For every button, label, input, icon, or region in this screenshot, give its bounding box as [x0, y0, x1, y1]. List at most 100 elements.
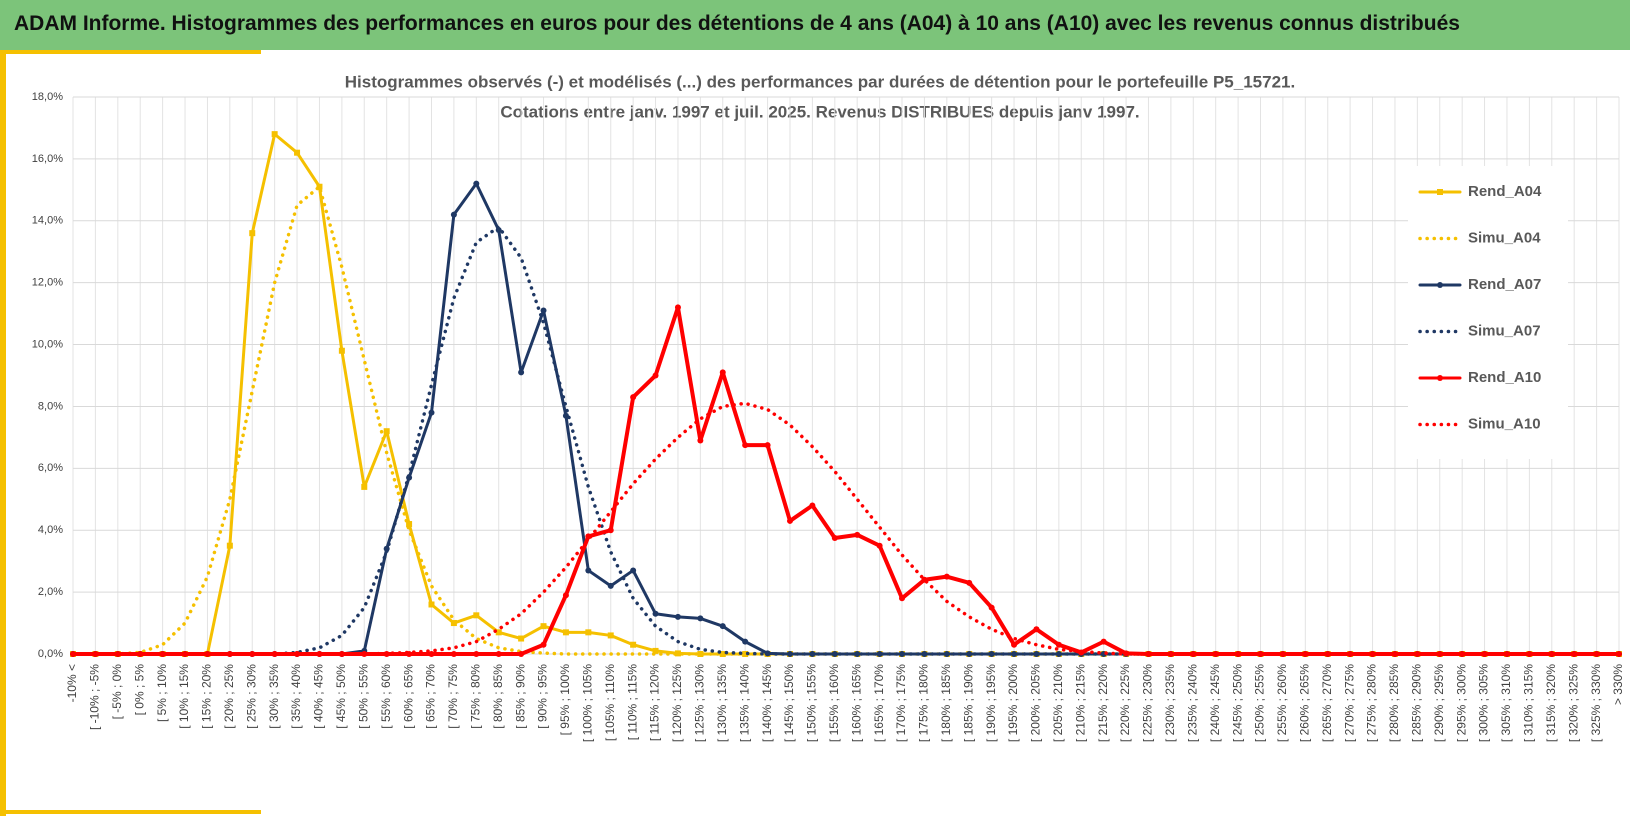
y-tick-label: 6,0% [38, 462, 63, 474]
marker [630, 641, 637, 648]
marker [406, 521, 413, 528]
legend-marker [1437, 282, 1443, 288]
y-tick-label: 4,0% [38, 524, 63, 536]
x-tick-label: [ 255% ; 260% [1275, 664, 1289, 742]
marker [540, 623, 547, 630]
marker [652, 647, 659, 654]
x-tick-label: [ 260% ; 265% [1297, 664, 1311, 742]
x-tick-label: [ 95% ; 100% [558, 664, 572, 736]
x-tick-label: [ 275% ; 280% [1365, 664, 1379, 742]
x-tick-label: [ 320% ; 325% [1566, 664, 1580, 742]
marker [1235, 651, 1242, 657]
legend-label: Simu_A10 [1468, 415, 1541, 432]
series-line [71, 225, 1621, 656]
x-tick-label: [ 225% ; 230% [1141, 664, 1155, 742]
marker [1100, 638, 1107, 645]
x-tick-label: [ 10% ; 15% [177, 664, 191, 729]
frame-accent [0, 50, 6, 816]
marker [742, 442, 749, 449]
marker [271, 131, 278, 138]
x-tick-label: [ 240% ; 245% [1208, 664, 1222, 742]
marker [518, 635, 525, 642]
marker [1011, 641, 1018, 648]
x-tick-label: [ 295% ; 300% [1454, 664, 1468, 742]
x-tick-label: [ 300% ; 305% [1477, 664, 1491, 742]
x-tick-label: [ 60% ; 65% [401, 664, 415, 729]
marker [495, 651, 502, 657]
marker [607, 527, 614, 534]
marker [674, 650, 681, 657]
marker [630, 394, 637, 401]
legend-marker [1437, 189, 1443, 195]
x-tick-label: [ 280% ; 285% [1387, 664, 1401, 742]
marker [540, 307, 547, 314]
marker [943, 573, 950, 580]
marker [428, 601, 435, 608]
x-tick-label: [ 0% ; 5% [132, 664, 146, 716]
x-tick-label: [ 140% ; 145% [760, 664, 774, 742]
marker [876, 542, 883, 549]
x-tick-label: [ 165% ; 170% [872, 664, 886, 742]
x-tick-label: [ 230% ; 235% [1163, 664, 1177, 742]
marker [899, 595, 906, 602]
x-tick-label: [ 150% ; 155% [805, 664, 819, 742]
x-tick-label: [ 160% ; 165% [849, 664, 863, 742]
marker [742, 638, 749, 645]
x-tick-label: [ 325% ; 330% [1589, 664, 1603, 742]
marker [294, 651, 301, 657]
x-tick-label: [ 270% ; 275% [1342, 664, 1356, 742]
x-tick-label: [ 85% ; 90% [513, 664, 527, 729]
marker [495, 629, 502, 636]
marker [831, 534, 838, 541]
x-tick-label: [ 135% ; 140% [737, 664, 751, 742]
marker [294, 149, 301, 156]
banner: ADAM Informe. Histogrammes des performan… [0, 0, 1630, 50]
x-tick-label: [ 110% ; 115% [625, 664, 639, 741]
marker [226, 542, 233, 549]
legend-label: Simu_A07 [1468, 322, 1541, 339]
marker [674, 304, 681, 311]
marker [473, 651, 480, 657]
marker [854, 651, 861, 657]
marker [674, 613, 681, 620]
x-tick-label: [ -10% ; -5% [88, 664, 102, 730]
x-tick-label: [ 65% ; 70% [424, 664, 438, 729]
marker [518, 369, 525, 376]
x-tick-label: [ 50% ; 55% [356, 664, 370, 729]
marker [428, 409, 435, 416]
x-tick-label: [ 35% ; 40% [289, 664, 303, 729]
marker [338, 347, 345, 354]
marker [428, 651, 435, 657]
x-tick-label: [ 5% ; 10% [155, 664, 169, 722]
y-tick-label: 18,0% [32, 91, 63, 103]
marker [786, 517, 793, 524]
marker [361, 483, 368, 490]
x-tick-label: [ 75% ; 80% [468, 664, 482, 729]
x-tick-label: [ 155% ; 160% [827, 664, 841, 742]
marker [1347, 651, 1354, 657]
marker [518, 651, 525, 657]
x-tick-label: [ -5% ; 0% [110, 664, 124, 720]
marker [697, 615, 704, 622]
x-tick-label: -10% < [65, 664, 79, 702]
x-tick-label: [ 145% ; 150% [782, 664, 796, 742]
x-tick-label: [ 175% ; 180% [917, 664, 931, 742]
marker [383, 428, 390, 435]
y-tick-label: 14,0% [32, 215, 63, 227]
marker [137, 651, 144, 657]
x-tick-label: [ 45% ; 50% [334, 664, 348, 729]
x-tick-label: [ 190% ; 195% [984, 664, 998, 742]
marker [540, 641, 547, 648]
series-line [71, 401, 1621, 656]
marker [652, 372, 659, 379]
x-tick-label: [ 210% ; 215% [1073, 664, 1087, 742]
series-line [71, 182, 1621, 656]
x-tick-label: [ 305% ; 310% [1499, 664, 1513, 742]
legend-label: Rend_A04 [1468, 183, 1542, 200]
marker [450, 211, 457, 218]
marker [719, 623, 726, 630]
x-tick-label: [ 200% ; 205% [1029, 664, 1043, 742]
marker [1078, 649, 1085, 656]
legend-label: Rend_A10 [1468, 369, 1541, 386]
marker [607, 632, 614, 639]
